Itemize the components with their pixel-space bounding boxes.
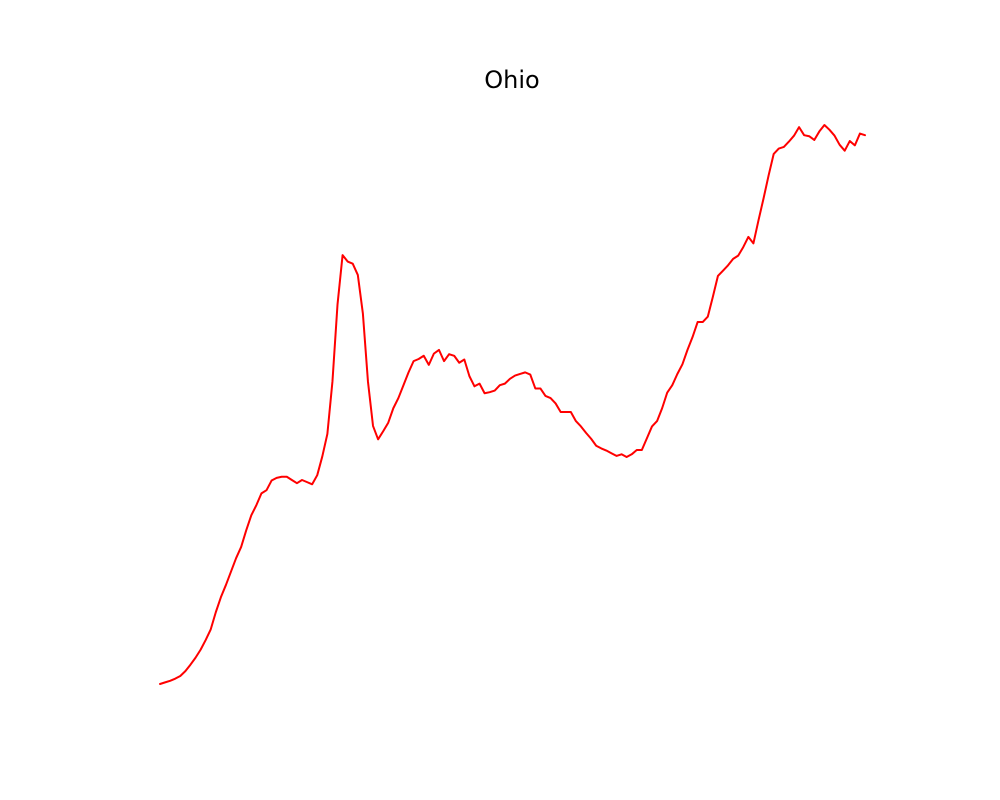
series-layer <box>159 124 866 685</box>
chart-title: Ohio <box>484 66 539 94</box>
series-line-0 <box>159 124 866 685</box>
